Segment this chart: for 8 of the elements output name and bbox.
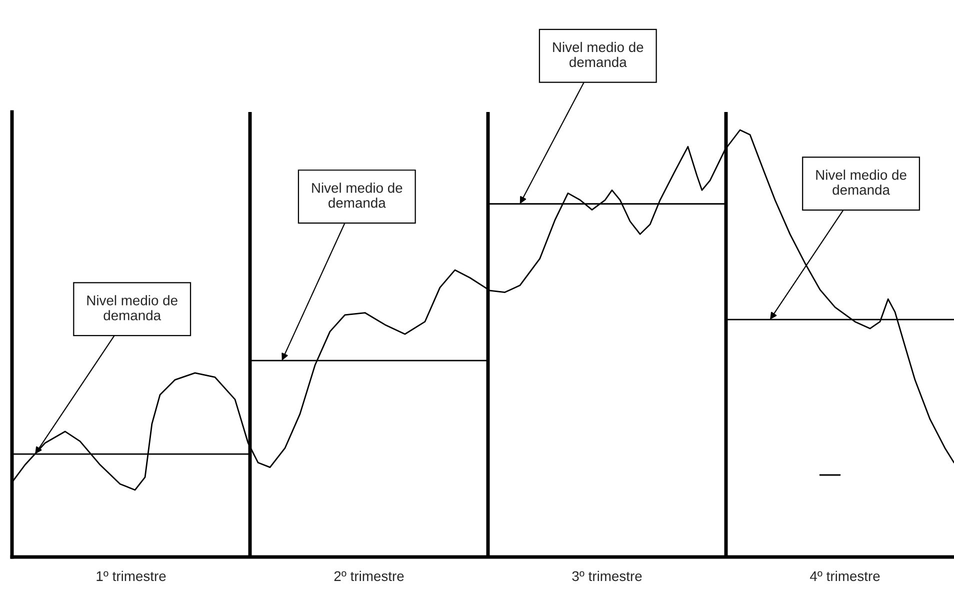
annotation: Nivel medio de demanda	[87, 295, 178, 320]
x-tick-label: 1º trimestre	[96, 570, 166, 582]
x-tick-label: 4º trimestre	[810, 570, 880, 582]
x-tick-label: 3º trimestre	[572, 570, 642, 582]
annotation: Nivel medio de demanda	[816, 170, 906, 195]
annotation: Nivel medio de demanda	[312, 182, 402, 208]
annotation: Nivel medio de demanda	[553, 42, 644, 68]
x-tick-label: 2º trimestre	[334, 570, 404, 582]
